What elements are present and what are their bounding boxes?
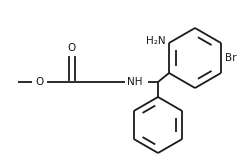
Text: O: O bbox=[68, 43, 76, 53]
Text: NH: NH bbox=[127, 77, 143, 87]
Text: O: O bbox=[36, 77, 44, 87]
Text: H₂N: H₂N bbox=[146, 36, 166, 46]
Text: Br: Br bbox=[225, 53, 236, 63]
